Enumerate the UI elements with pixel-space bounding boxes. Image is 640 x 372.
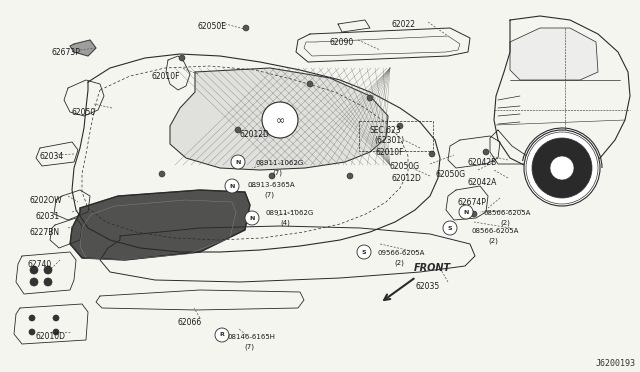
- Text: ∞: ∞: [275, 116, 285, 126]
- Text: (7): (7): [264, 191, 274, 198]
- Circle shape: [307, 81, 313, 87]
- Circle shape: [30, 278, 38, 286]
- Circle shape: [243, 25, 249, 31]
- Text: 62042A: 62042A: [468, 178, 497, 187]
- Text: 62012D: 62012D: [392, 174, 422, 183]
- Text: 62022: 62022: [392, 20, 416, 29]
- Text: 62010F: 62010F: [376, 148, 404, 157]
- Circle shape: [30, 266, 38, 274]
- Circle shape: [459, 205, 473, 219]
- Text: R: R: [220, 333, 225, 337]
- Circle shape: [269, 173, 275, 179]
- Text: 62042B: 62042B: [468, 158, 497, 167]
- Text: 62035: 62035: [416, 282, 440, 291]
- Circle shape: [235, 127, 241, 133]
- Text: 62050G: 62050G: [436, 170, 466, 179]
- Text: 62066: 62066: [178, 318, 202, 327]
- Text: J6200193: J6200193: [596, 359, 636, 368]
- Circle shape: [44, 266, 52, 274]
- Text: 62034: 62034: [40, 152, 64, 161]
- Circle shape: [367, 95, 373, 101]
- Circle shape: [225, 179, 239, 193]
- Polygon shape: [510, 28, 598, 80]
- Circle shape: [347, 173, 353, 179]
- Text: 6202OW: 6202OW: [30, 196, 63, 205]
- Circle shape: [262, 102, 298, 138]
- Polygon shape: [70, 190, 250, 260]
- Text: 62673P: 62673P: [52, 48, 81, 57]
- Text: S: S: [448, 225, 452, 231]
- Circle shape: [29, 315, 35, 321]
- Text: 09566-6205A: 09566-6205A: [378, 250, 426, 256]
- Text: 08913-6365A: 08913-6365A: [248, 182, 296, 188]
- Text: 08146-6165H: 08146-6165H: [228, 334, 276, 340]
- Text: (4): (4): [280, 219, 290, 225]
- Circle shape: [357, 245, 371, 259]
- Text: 62010F: 62010F: [152, 72, 180, 81]
- Circle shape: [532, 138, 592, 198]
- Circle shape: [550, 156, 574, 180]
- Text: 62674P: 62674P: [458, 198, 487, 207]
- Circle shape: [29, 329, 35, 335]
- Text: 08911-1062G: 08911-1062G: [256, 160, 304, 166]
- Text: 62050G: 62050G: [390, 162, 420, 171]
- Text: SEC.623: SEC.623: [370, 126, 402, 135]
- Text: (2): (2): [500, 219, 510, 225]
- Text: 62050E: 62050E: [198, 22, 227, 31]
- Circle shape: [483, 149, 489, 155]
- Circle shape: [159, 171, 165, 177]
- Circle shape: [215, 328, 229, 342]
- Circle shape: [429, 151, 435, 157]
- Text: (62301): (62301): [374, 136, 404, 145]
- Polygon shape: [170, 68, 388, 170]
- Polygon shape: [70, 40, 96, 56]
- Text: 62090: 62090: [330, 38, 355, 47]
- Text: (2): (2): [488, 237, 498, 244]
- Text: N: N: [236, 160, 241, 164]
- Circle shape: [53, 315, 59, 321]
- Text: 6227BN: 6227BN: [30, 228, 60, 237]
- Text: 08566-6205A: 08566-6205A: [484, 210, 531, 216]
- Text: (7): (7): [244, 343, 254, 350]
- Circle shape: [53, 329, 59, 335]
- Text: S: S: [362, 250, 366, 254]
- Circle shape: [443, 221, 457, 235]
- Text: N: N: [463, 209, 468, 215]
- Circle shape: [44, 278, 52, 286]
- Circle shape: [471, 211, 477, 217]
- Text: FRONT: FRONT: [414, 263, 451, 273]
- Text: 62010D: 62010D: [36, 332, 66, 341]
- Circle shape: [245, 211, 259, 225]
- Circle shape: [231, 155, 245, 169]
- Circle shape: [397, 123, 403, 129]
- Text: (2): (2): [394, 259, 404, 266]
- Text: 08911-1062G: 08911-1062G: [265, 210, 313, 216]
- Text: 62031: 62031: [35, 212, 59, 221]
- Text: 62740: 62740: [28, 260, 52, 269]
- Text: N: N: [229, 183, 235, 189]
- Text: N: N: [250, 215, 255, 221]
- Text: (7): (7): [272, 169, 282, 176]
- Text: 62050: 62050: [72, 108, 96, 117]
- Text: 08566-6205A: 08566-6205A: [472, 228, 520, 234]
- Circle shape: [179, 55, 185, 61]
- Circle shape: [524, 130, 600, 206]
- Text: 62012D: 62012D: [240, 130, 270, 139]
